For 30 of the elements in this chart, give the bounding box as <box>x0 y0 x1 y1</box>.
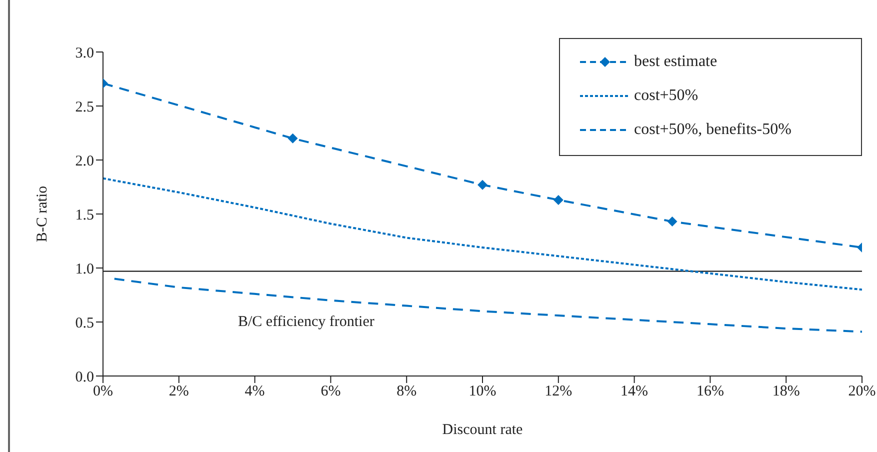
x-tick-label: 12% <box>544 384 572 400</box>
x-tick-label: 6% <box>320 384 341 400</box>
y-tick-label: 0.5 <box>75 315 94 332</box>
x-tick-label: 10% <box>468 384 496 400</box>
x-tick-label: 0% <box>93 384 113 400</box>
line-series <box>103 177 862 291</box>
point <box>553 194 564 205</box>
y-tick-label: 2.0 <box>75 153 94 170</box>
x-tick-label: 16% <box>696 384 724 400</box>
y-tick-label: 1.5 <box>75 207 94 224</box>
y-axis-title: B-C ratio <box>34 186 50 242</box>
x-tick-label: 18% <box>772 384 800 400</box>
x-tick-label: 4% <box>244 384 265 400</box>
point <box>478 180 488 190</box>
x-tick-label: 20% <box>848 384 876 400</box>
point <box>667 216 678 227</box>
y-tick-label: 2.5 <box>75 99 94 116</box>
y-tick-label: 3.0 <box>75 45 94 62</box>
ref-line-label: B/C efficiency frontier <box>238 314 374 330</box>
x-tick-label: 2% <box>168 384 189 400</box>
point <box>288 133 298 144</box>
y-tick-label: 0.0 <box>75 369 94 386</box>
y-tick-label: 1.0 <box>75 261 94 278</box>
legend-label: best estimate <box>634 53 718 71</box>
x-tick-label: 14% <box>620 384 648 400</box>
x-tick-label: 8% <box>396 384 417 400</box>
legend-label: cost+50% <box>634 87 698 105</box>
line-series <box>113 278 862 333</box>
legend-label: cost+50%, benefits-50% <box>634 121 792 139</box>
x-axis-title: Discount rate <box>442 422 524 438</box>
